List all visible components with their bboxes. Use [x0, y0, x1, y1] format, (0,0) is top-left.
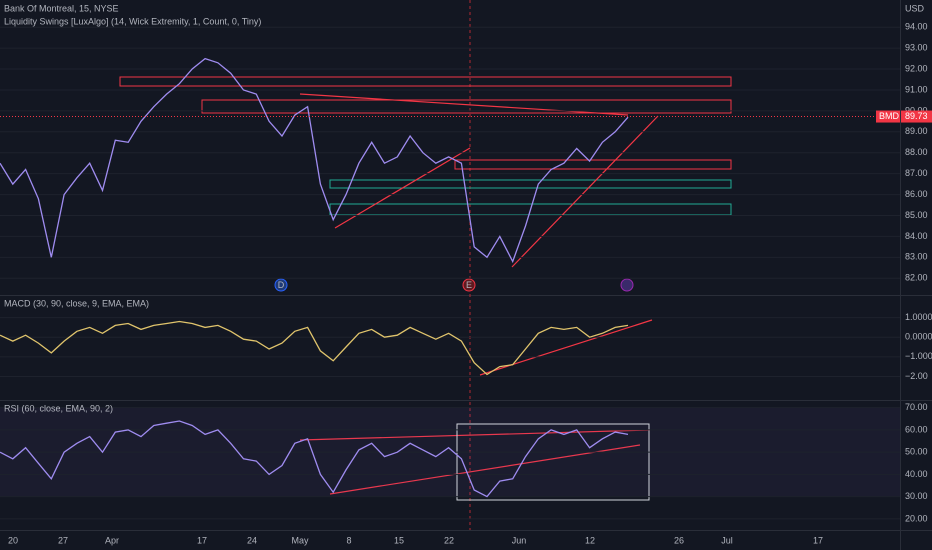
y-tick-label: 86.00 [905, 189, 928, 199]
symbol-badge [876, 110, 900, 123]
y-tick-label: 20.00 [905, 513, 928, 523]
x-tick-label: Apr [105, 535, 119, 545]
x-tick-label: 27 [58, 535, 68, 545]
event-icon[interactable] [620, 278, 634, 292]
x-tick-label: 15 [394, 535, 404, 545]
y-tick-label: 40.00 [905, 469, 928, 479]
event-icon[interactable] [274, 278, 288, 292]
y-tick-label: 92.00 [905, 63, 928, 73]
series-line [0, 320, 629, 376]
trendline [299, 429, 651, 441]
event-icon[interactable] [462, 278, 476, 292]
y-tick-label: 91.00 [905, 84, 928, 94]
y-tick-label: 83.00 [905, 252, 928, 262]
x-tick-label: Jun [512, 535, 527, 545]
y-tick-label: 70.00 [905, 402, 928, 412]
pane-title: MACD (30, 90, close, 9, EMA, EMA) [4, 298, 149, 308]
zone [119, 76, 732, 87]
y-tick-label: 84.00 [905, 231, 928, 241]
indicator-title: Liquidity Swings [LuxAlgo] (14, Wick Ext… [4, 16, 261, 26]
y-tick-label: 89.00 [905, 126, 928, 136]
y-tick-label: −2.00 [905, 371, 928, 381]
x-tick-label: 8 [346, 535, 351, 545]
x-tick-label: 24 [247, 535, 257, 545]
x-tick-label: 26 [674, 535, 684, 545]
pane-title: RSI (60, close, EMA, 90, 2) [4, 403, 113, 413]
y-tick-label: 60.00 [905, 424, 928, 434]
series-line [0, 420, 629, 498]
x-tick-label: 20 [8, 535, 18, 545]
y-tick-label: 82.00 [905, 273, 928, 283]
x-tick-label: 12 [585, 535, 595, 545]
y-tick-label: −1.0000 [905, 351, 932, 361]
highlight-box [456, 423, 650, 501]
series-line [0, 57, 629, 264]
y-tick-label: 90.00 [905, 105, 928, 115]
y-tick-label: 87.00 [905, 168, 928, 178]
zone [454, 159, 732, 170]
chart-title: Bank Of Montreal, 15, NYSE [4, 3, 119, 13]
y-tick-label: 0.0000 [905, 332, 932, 342]
y-tick-label: 50.00 [905, 447, 928, 457]
x-tick-label: Jul [721, 535, 733, 545]
event-label[interactable]: E [466, 280, 472, 290]
zone [329, 179, 732, 189]
symbol-label: BMD [879, 111, 900, 121]
x-tick-label: 17 [813, 535, 823, 545]
y-tick-label: 85.00 [905, 210, 928, 220]
y-tick-label: 93.00 [905, 42, 928, 52]
event-label[interactable]: D [278, 280, 285, 290]
x-tick-label: 22 [444, 535, 454, 545]
price-badge [901, 110, 932, 123]
trendline [329, 444, 641, 495]
x-tick-label: 17 [197, 535, 207, 545]
trendline [334, 147, 471, 229]
trendlines [299, 93, 659, 495]
y-tick-label: 1.0000 [905, 312, 932, 322]
last-price: 89.73 [905, 111, 928, 121]
currency: USD [905, 3, 925, 13]
trendline [299, 93, 629, 116]
y-tick-label: 94.00 [905, 22, 928, 32]
y-tick-label: 88.00 [905, 147, 928, 157]
y-tick-label: 30.00 [905, 491, 928, 501]
x-tick-label: May [291, 535, 309, 545]
trendline [511, 115, 659, 268]
zone [201, 99, 732, 114]
